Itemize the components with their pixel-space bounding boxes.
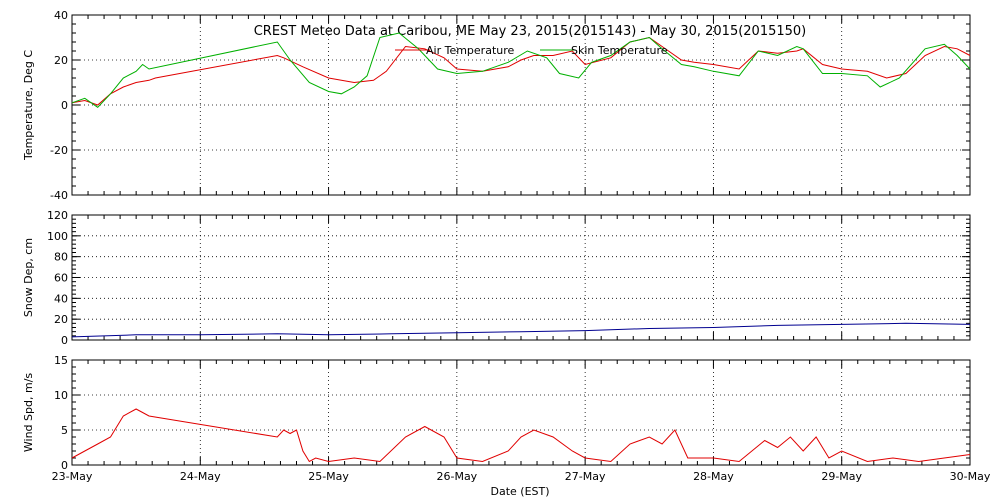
y-tick-label: 120: [47, 209, 68, 222]
legend: Air Temperature Skin Temperature: [395, 44, 668, 57]
x-tick-label: 30-May: [950, 470, 991, 483]
y-axis-label: Wind Spd, m/s: [22, 373, 35, 453]
y-tick-label: 20: [54, 54, 68, 67]
panel-2: 0 5 10 15 Wind Spd, m/s 23-May 24-May 25-May 26-…: [22, 354, 991, 483]
x-tick-label: 25-May: [308, 470, 349, 483]
y-tick-label: 20: [54, 313, 68, 326]
legend-entry: Air Temperature: [426, 44, 515, 57]
y-tick-label: 40: [54, 9, 68, 22]
x-axis-label: Date (EST): [490, 485, 549, 498]
y-tick-label: 0: [61, 334, 68, 347]
y-tick-label: 5: [61, 424, 68, 437]
y-tick-label: 15: [54, 354, 68, 367]
y-axis-label: Temperature, Deg C: [22, 50, 35, 161]
panel-0: -40 -20 0 20 40 Temperature, Deg C Air Tempera…: [22, 9, 971, 202]
y-tick-label: 40: [54, 292, 68, 305]
chart-title: CREST Meteo Data at Caribou, ME May 23, …: [254, 24, 807, 39]
x-tick-label: 27-May: [565, 470, 606, 483]
x-tick-label: 29-May: [821, 470, 862, 483]
y-tick-label: -20: [50, 144, 68, 157]
y-tick-label: 10: [54, 389, 68, 402]
series-line-1-0: [71, 322, 971, 338]
series-line-2-0: [71, 408, 971, 463]
y-axis-label: Snow Dep, cm: [22, 238, 35, 317]
panel-frame: [71, 359, 971, 466]
x-tick-label: 24-May: [180, 470, 221, 483]
series-line-0-0: [71, 36, 971, 106]
y-tick-label: 60: [54, 272, 68, 285]
y-tick-label: 0: [61, 459, 68, 472]
y-tick-label: 100: [47, 230, 68, 243]
y-tick-label: 0: [61, 99, 68, 112]
panel-1: 0 20 40 60 80 100 120 Snow Dep, cm: [22, 209, 971, 347]
x-tick-label: 23-May: [52, 470, 93, 483]
y-tick-label: 80: [54, 251, 68, 264]
series-line-0-1: [71, 32, 971, 108]
x-tick-label: 26-May: [436, 470, 477, 483]
chart-panels: -40 -20 0 20 40 Temperature, Deg C Air Tempera…: [22, 9, 991, 483]
x-tick-label: 28-May: [693, 470, 734, 483]
legend-entry: Skin Temperature: [571, 44, 668, 57]
y-tick-label: -40: [50, 189, 68, 202]
